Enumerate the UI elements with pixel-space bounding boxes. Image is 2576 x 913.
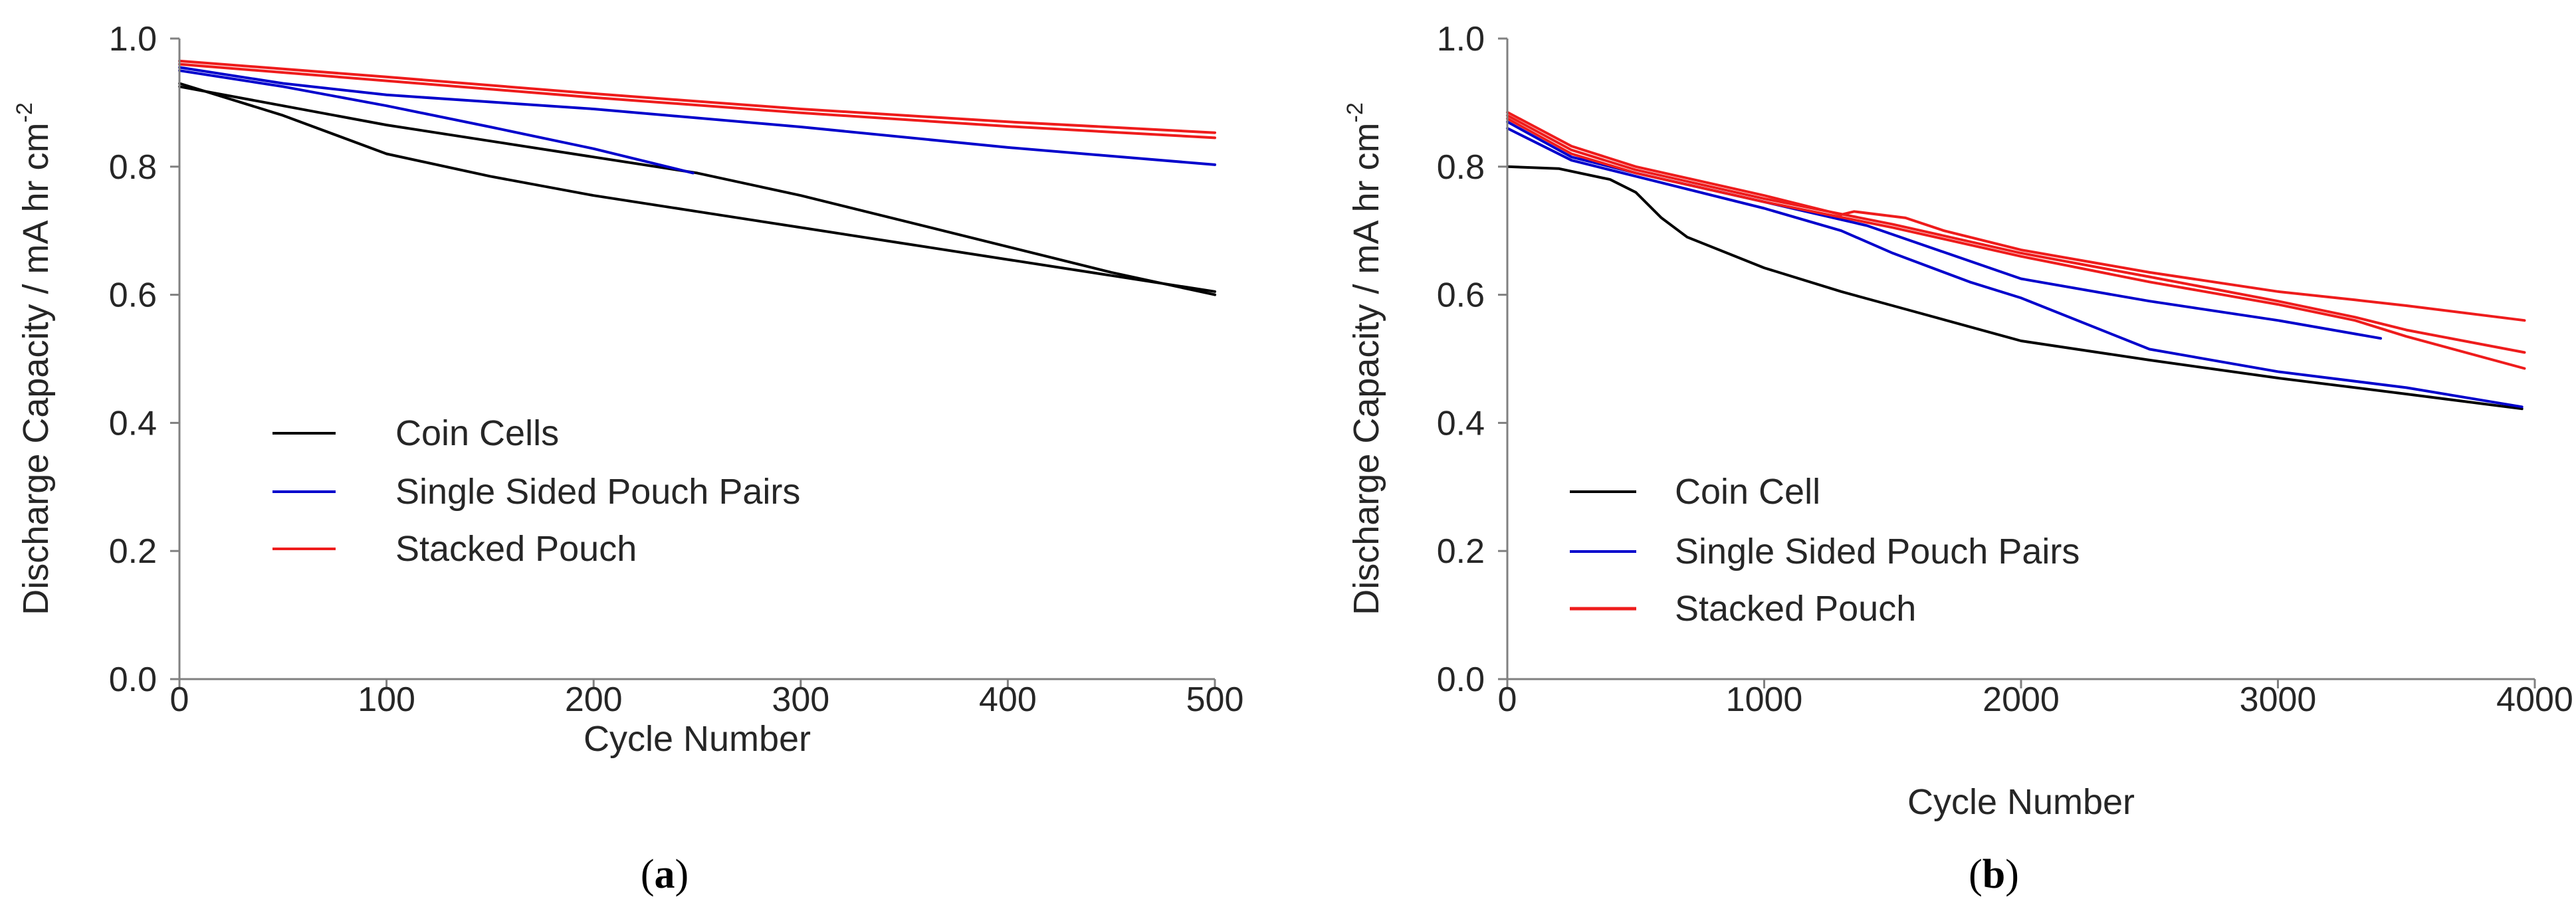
panel-a-x-tick-label: 500: [1186, 680, 1244, 719]
panel-b-y-axis-title-main: Discharge Capacity / mA hr cm: [1346, 123, 1386, 615]
panel-a-x-tick-label: 0: [170, 680, 189, 719]
panel-a-y-axis-title: Discharge Capacity / mA hr cm-2: [12, 102, 56, 615]
panel-b-legend-label-stacked: Stacked Pouch: [1675, 589, 1916, 629]
panel-a-label-open: (: [641, 852, 655, 897]
panel-b-x-tick-label: 0: [1498, 680, 1517, 719]
panel-a-x-tick-label: 200: [565, 680, 623, 719]
panel-b-y-ticks: 0.0 0.2 0.4 0.6 0.8 1.0: [1437, 20, 1507, 699]
panel-a-y-tick-label: 1.0: [109, 20, 157, 58]
panel-a-label-close: ): [675, 852, 689, 897]
panel-b-label-open: (: [1969, 852, 1983, 897]
panel-b-y-axis-title-sup: -2: [1342, 102, 1368, 122]
panel-a-legend-label-stacked: Stacked Pouch: [395, 529, 637, 569]
panel-b-series-line-1: [1506, 165, 2523, 411]
panel-b-y-tick-label: 0.6: [1437, 276, 1485, 315]
panel-a-series-line-1: [178, 82, 1216, 293]
panel-b-series-line-5: [1506, 114, 2526, 354]
panel-b-series-line-2: [1506, 127, 2523, 409]
panel-b-y-tick-label: 0.0: [1437, 660, 1485, 699]
panel-a-y-tick-label: 0.4: [109, 404, 157, 443]
panel-b-y-tick-label: 0.4: [1437, 404, 1485, 443]
panel-b-series-group: [1506, 110, 2526, 411]
panel-a-label-letter: a: [655, 852, 675, 897]
panel-a-y-tick-label: 0.0: [109, 660, 157, 699]
panel-b-x-tick-label: 1000: [1726, 680, 1803, 719]
panel-a-y-tick-label: 0.2: [109, 532, 157, 571]
panel-b-series-line-3: [1506, 120, 2383, 340]
panel-a-x-axis-title: Cycle Number: [584, 719, 811, 759]
panel-a-x-ticks: 0 100 200 300 400 500: [170, 679, 1244, 719]
panel-b-legend-label-coin: Coin Cell: [1675, 472, 1820, 512]
panel-a-y-axis-title-sup: -2: [12, 102, 37, 122]
panel-a-y-tick-label: 0.6: [109, 276, 157, 315]
panel-a-series-line-6: [178, 62, 1216, 140]
panel-a-legend: Coin Cells Single Sided Pouch Pairs Stac…: [272, 413, 800, 569]
panel-b-y-tick-label: 0.2: [1437, 532, 1485, 571]
panel-a-label: (a): [641, 852, 689, 897]
panel-a-series-line-4: [178, 66, 1216, 166]
panel-b-x-ticks: 0 1000 2000 3000 4000: [1498, 679, 2573, 719]
panel-a-y-axis-title-main: Discharge Capacity / mA hr cm: [16, 123, 56, 615]
panel-a-y-ticks: 0.0 0.2 0.4 0.6 0.8 1.0: [109, 20, 179, 699]
panel-b-series-line-6: [1506, 117, 2526, 370]
panel-b-label-close: ): [2005, 852, 2019, 897]
panel-a-y-tick-label: 0.8: [109, 148, 157, 187]
panel-a-series-line-3: [178, 69, 695, 175]
panel-b-y-tick-label: 0.8: [1437, 148, 1485, 187]
panel-b-x-tick-label: 2000: [1983, 680, 2060, 719]
panel-b-y-axis-title: Discharge Capacity / mA hr cm-2: [1342, 102, 1386, 615]
panel-a-series-group: [178, 59, 1216, 296]
panel-b-x-tick-label: 3000: [2240, 680, 2317, 719]
panel-a-x-tick-label: 100: [358, 680, 415, 719]
panel-b-label-letter: b: [1983, 852, 2005, 897]
panel-b-x-tick-label: 4000: [2496, 680, 2573, 719]
chart-panel-b: 0.0 0.2 0.4 0.6 0.8 1.0 0 1000 2000 3000 4000 Cyc…: [1342, 20, 2573, 897]
panel-a-legend-label-single: Single Sided Pouch Pairs: [395, 472, 800, 512]
panel-b-legend-label-single: Single Sided Pouch Pairs: [1675, 532, 2080, 571]
panel-b-x-axis-title: Cycle Number: [1907, 782, 2135, 822]
panel-a-x-tick-label: 400: [979, 680, 1037, 719]
panel-b-y-tick-label: 1.0: [1437, 20, 1485, 58]
panel-b-series-line-4: [1506, 110, 2526, 322]
panel-a-x-tick-label: 300: [772, 680, 829, 719]
panel-b-label: (b): [1969, 852, 2019, 897]
panel-a-series-line-5: [178, 59, 1216, 134]
chart-panel-a: 0.0 0.2 0.4 0.6 0.8 1.0 0 100 200 300 400 500 Cycl…: [12, 20, 1243, 897]
panel-b-legend: Coin Cell Single Sided Pouch Pairs Stack…: [1570, 472, 2080, 629]
panel-a-series-line-2: [178, 85, 1216, 296]
panel-a-legend-label-coin: Coin Cells: [395, 413, 559, 453]
